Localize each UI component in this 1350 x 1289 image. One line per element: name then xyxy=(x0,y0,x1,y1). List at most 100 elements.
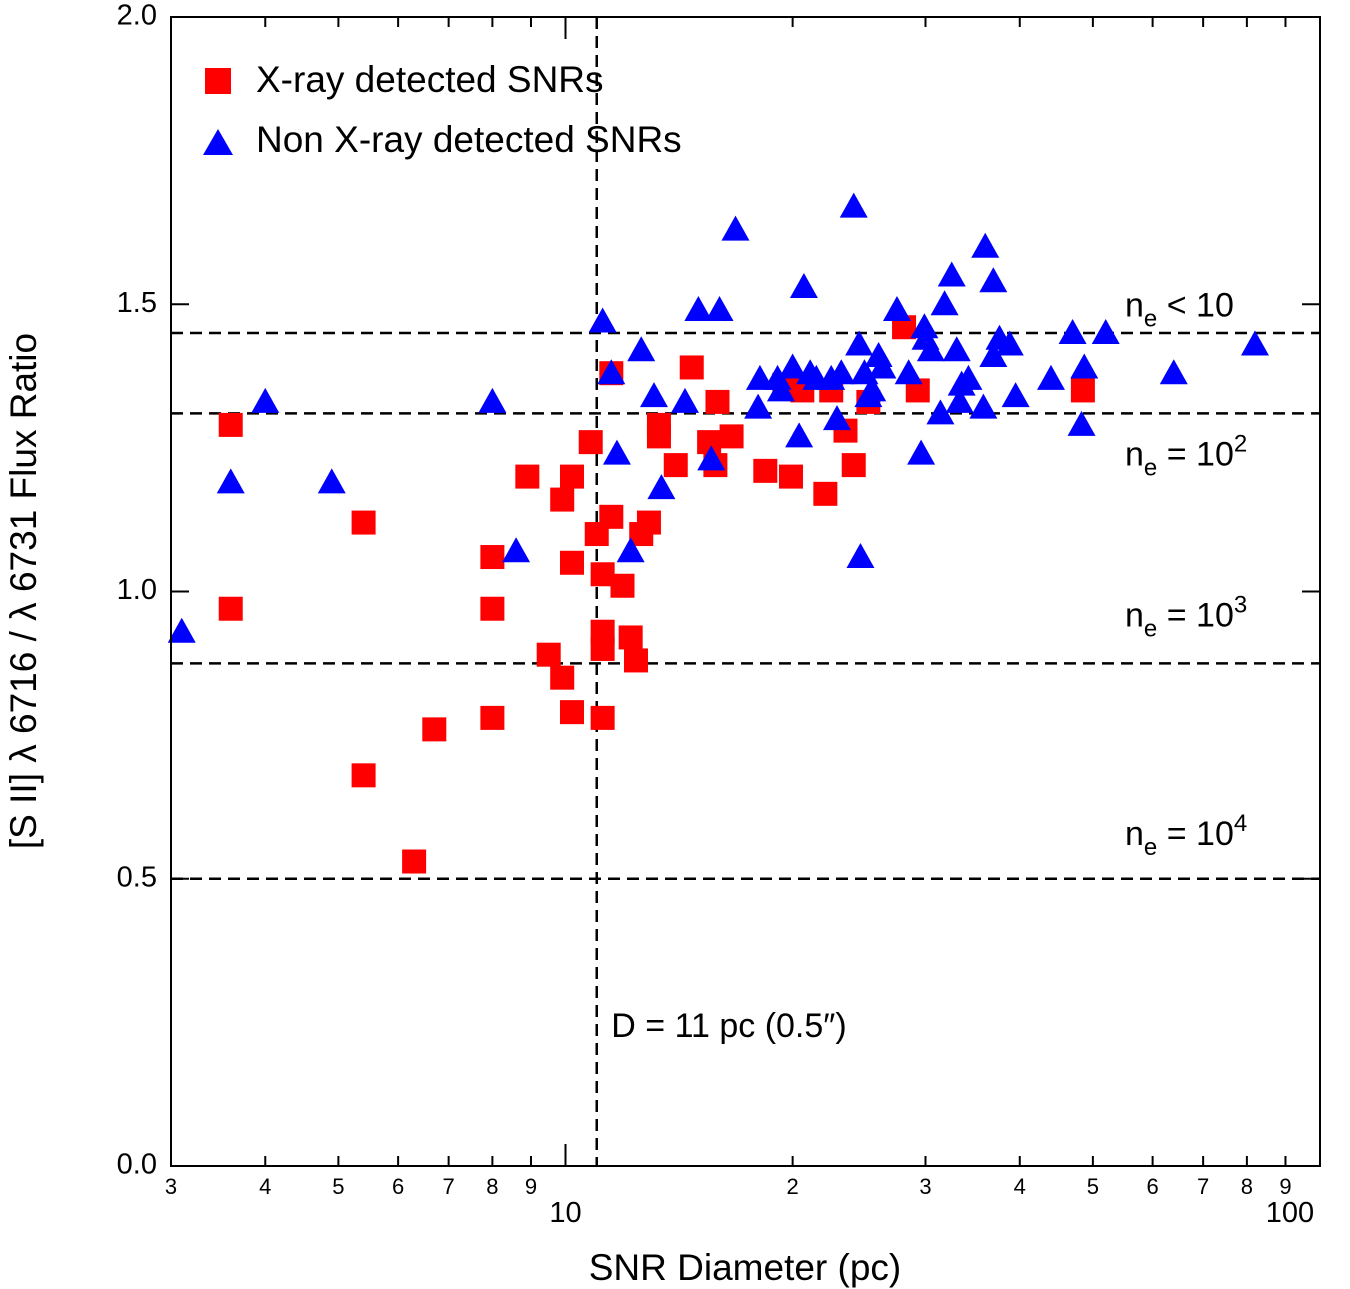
x-minor-tick-label: 7 xyxy=(443,1174,455,1199)
non-xray-snr-point xyxy=(670,387,699,413)
density-annotations: ne < 10 ne = 102 ne = 103 ne = 104 D = 11 pc… xyxy=(611,286,1247,1045)
xray-snr-point xyxy=(753,458,778,483)
non-xray-snr-point xyxy=(684,295,713,321)
non-xray-snr-point xyxy=(785,422,814,448)
xray-snr-point xyxy=(646,412,671,437)
y-tick-label: 0.0 xyxy=(117,1149,157,1181)
non-xray-snr-point xyxy=(926,399,955,425)
xray-snr-point xyxy=(550,665,575,690)
xray-snr-point xyxy=(813,481,838,506)
x-axis-title: SNR Diameter (pc) xyxy=(589,1247,902,1288)
y-tick-label: 2.0 xyxy=(117,0,157,32)
density-label-ne-1e4: ne = 104 xyxy=(1125,810,1247,861)
legend-label-nonxray: Non X-ray detected SNRs xyxy=(256,119,682,160)
non-xray-snr-point xyxy=(789,273,818,299)
non-xray-snr-point xyxy=(744,393,773,419)
x-minor-tick-label: 2 xyxy=(787,1174,799,1199)
xray-snr-point xyxy=(578,430,603,455)
xray-snr-point xyxy=(719,424,744,449)
xray-snr-point xyxy=(663,453,688,478)
non-xray-snr-point xyxy=(766,376,795,402)
non-xray-snr-point xyxy=(846,543,875,569)
xray-snr-point xyxy=(559,464,584,489)
non-xray-snr-point xyxy=(930,290,959,316)
non-xray-snr-point xyxy=(1070,353,1099,379)
density-label-ne-1e3: ne = 103 xyxy=(1125,591,1247,642)
non-xray-snr-point xyxy=(858,376,887,402)
x-minor-tick-label: 3 xyxy=(919,1174,931,1199)
non-xray-snr-point xyxy=(894,359,923,385)
non-xray-snr-point xyxy=(588,307,617,333)
y-tick-label: 0.5 xyxy=(117,861,157,893)
xray-snr-point xyxy=(480,596,505,621)
non-xray-snr-point xyxy=(969,393,998,419)
xray-snr-point xyxy=(402,849,427,874)
non-xray-snr-point xyxy=(839,192,868,218)
non-xray-snr-point xyxy=(954,364,983,390)
non-xray-snr-point xyxy=(502,537,531,563)
non-xray-snr-point xyxy=(647,474,676,500)
non-xray-snr-point xyxy=(697,445,726,471)
non-xray-snr-point xyxy=(1159,359,1188,385)
non-xray-snr-point xyxy=(945,387,974,413)
non-xray-snr-point xyxy=(937,261,966,287)
xray-snr-point xyxy=(480,545,505,570)
xray-snr-point xyxy=(623,648,648,673)
non-xray-snr-point xyxy=(167,617,196,643)
non-xray-snr-point xyxy=(910,313,939,339)
non-xray-snr-point xyxy=(942,336,971,362)
x-minor-tick-label: 4 xyxy=(259,1174,271,1199)
non-xray-snr-point xyxy=(602,439,631,465)
x-minor-tick-label: 7 xyxy=(1197,1174,1209,1199)
non-xray-snr-point xyxy=(1067,410,1096,436)
xray-snr-point xyxy=(559,550,584,575)
non-xray-snr-point xyxy=(827,359,856,385)
non-xray-snr-point xyxy=(1058,318,1087,344)
non-xray-snr-point xyxy=(868,353,897,379)
data-points xyxy=(167,192,1269,874)
xray-snr-point xyxy=(610,573,635,598)
x-major-tick-label: 10 xyxy=(549,1197,581,1229)
x-minor-tick-label: 6 xyxy=(392,1174,404,1199)
legend: X-ray detected SNRs Non X-ray detected S… xyxy=(203,59,682,160)
non-xray-snr-point xyxy=(778,353,807,379)
non-xray-snr-point xyxy=(639,382,668,408)
x-major-tick-label: 100 xyxy=(1266,1197,1314,1229)
xray-snr-point xyxy=(351,763,376,788)
legend-marker-square xyxy=(205,68,231,94)
non-xray-snr-point xyxy=(597,359,626,385)
y-tick-label: 1.5 xyxy=(117,287,157,319)
non-xray-snr-point xyxy=(705,295,734,321)
xray-snr-point xyxy=(480,705,505,730)
non-xray-snr-point xyxy=(1091,318,1120,344)
non-xray-snr-point xyxy=(216,468,245,494)
xray-snr-point xyxy=(422,717,447,742)
non-xray-snr-point xyxy=(979,267,1008,293)
xray-snr-point xyxy=(218,412,243,437)
non-xray-snr-point xyxy=(627,336,656,362)
non-xray-snr-point xyxy=(251,387,280,413)
non-xray-snr-point xyxy=(916,336,945,362)
non-xray-snr-point xyxy=(882,295,911,321)
x-minor-tick-label: 8 xyxy=(486,1174,498,1199)
non-xray-snr-point xyxy=(1036,364,1065,390)
xray-snr-point xyxy=(536,642,561,667)
x-minor-tick-label: 5 xyxy=(1087,1174,1099,1199)
non-xray-snr-point xyxy=(317,468,346,494)
non-xray-snr-point xyxy=(845,330,874,356)
x-minor-tick-label: 9 xyxy=(525,1174,537,1199)
xray-snr-point xyxy=(778,464,803,489)
non-xray-snr-point xyxy=(1240,330,1269,356)
reference-lines xyxy=(171,17,1320,1166)
xray-snr-point xyxy=(559,700,584,725)
xray-snr-point xyxy=(590,705,615,730)
non-xray-snr-point xyxy=(907,439,936,465)
y-axis-title: [S II] λ 6716 / λ 6731 Flux Ratio xyxy=(3,333,44,849)
y-tick-label: 1.0 xyxy=(117,574,157,606)
x-axis-ticks: 3 4 5 6 7 8 9 2 3 4 5 6 7 8 9 10 100 xyxy=(165,17,1321,1229)
non-xray-snr-point xyxy=(1001,382,1030,408)
xray-snr-point xyxy=(636,510,661,535)
xray-snr-point xyxy=(218,596,243,621)
x-minor-tick-label: 4 xyxy=(1014,1174,1026,1199)
